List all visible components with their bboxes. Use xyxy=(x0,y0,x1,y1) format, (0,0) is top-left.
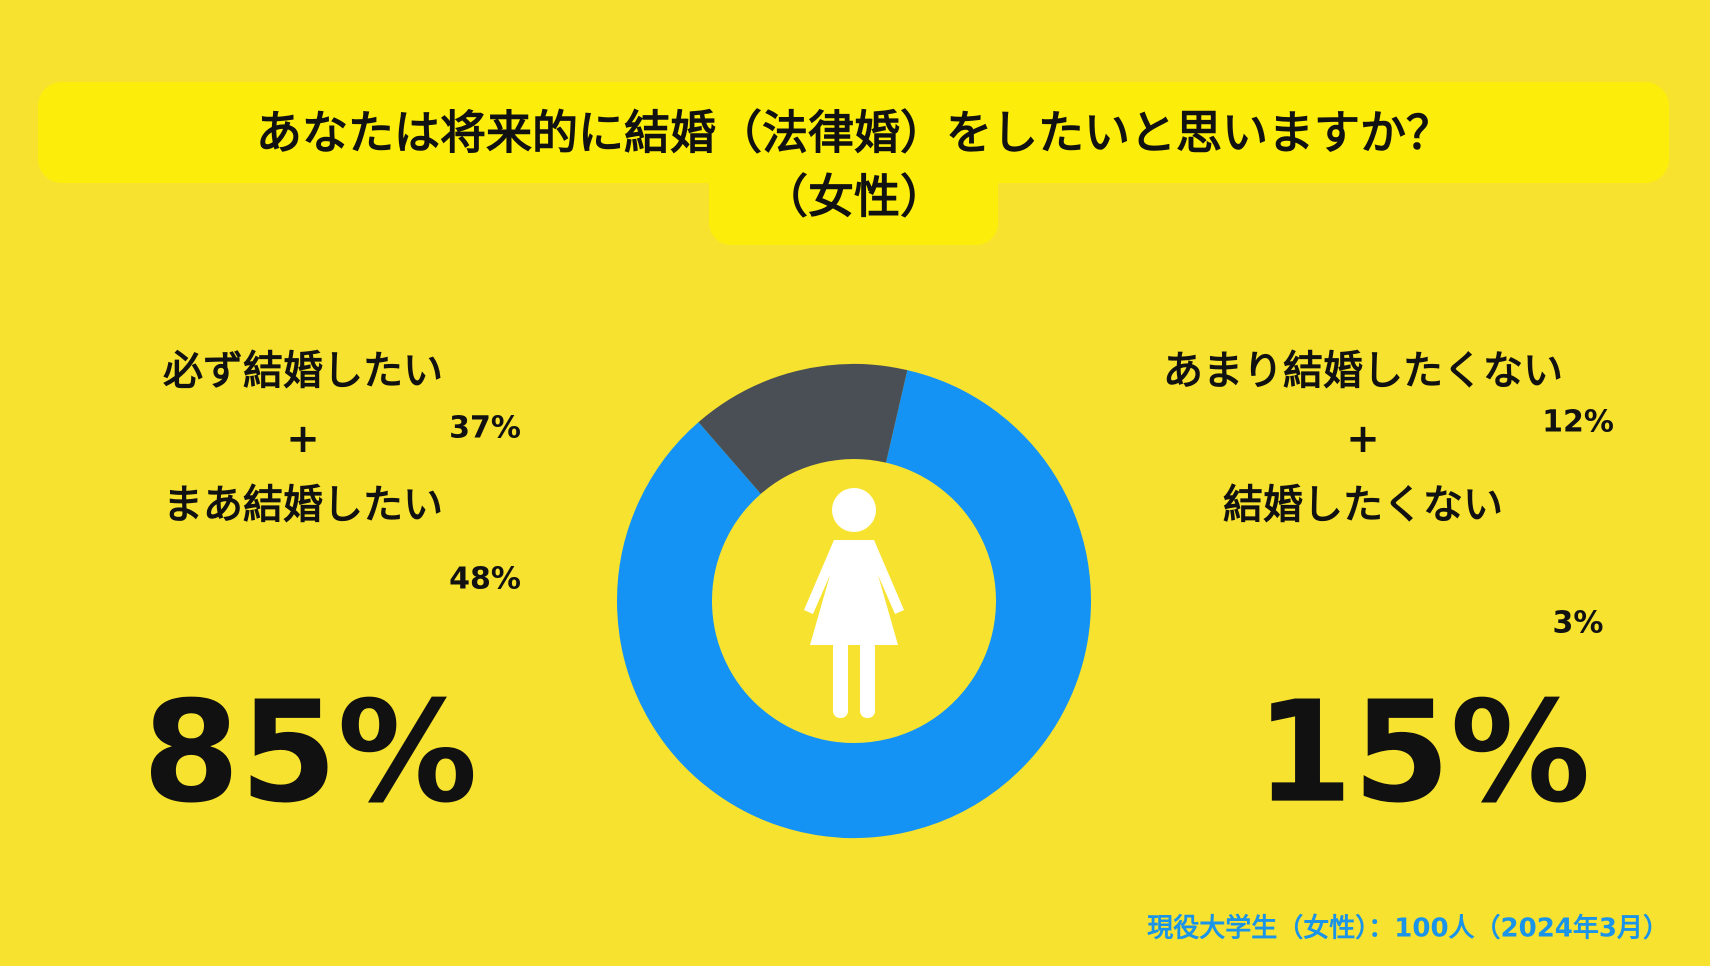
item-name: あまり結婚したくない xyxy=(1163,348,1563,394)
donut-segment xyxy=(698,364,908,495)
joiner: + xyxy=(1346,416,1380,462)
donut-segment xyxy=(617,370,1091,838)
item-name: まあ結婚したい xyxy=(163,482,443,528)
joiner: + xyxy=(286,416,320,462)
item-value-label: 48% xyxy=(449,562,521,597)
item-name: 結婚したくない xyxy=(1223,482,1503,528)
title-tab xyxy=(709,160,998,245)
item-value-label: 37% xyxy=(449,411,521,446)
footnote: 現役大学生（女性）：100人（2024年3月） xyxy=(1147,913,1669,944)
item-value-label: 12% xyxy=(1542,405,1614,440)
segment-value-label: 85% xyxy=(142,672,477,835)
chart-title: あなたは将来的に結婚（法律婚）をしたいと思いますか？ xyxy=(256,106,1452,160)
donut xyxy=(617,364,1091,838)
chart-subtitle: （女性） xyxy=(762,170,946,224)
item-name: 必ず結婚したい xyxy=(163,348,443,394)
item-value-label: 3% xyxy=(1553,606,1604,641)
title-box xyxy=(38,82,1669,183)
segment-value-label: 15% xyxy=(1255,672,1590,835)
woman-icon xyxy=(804,488,904,718)
